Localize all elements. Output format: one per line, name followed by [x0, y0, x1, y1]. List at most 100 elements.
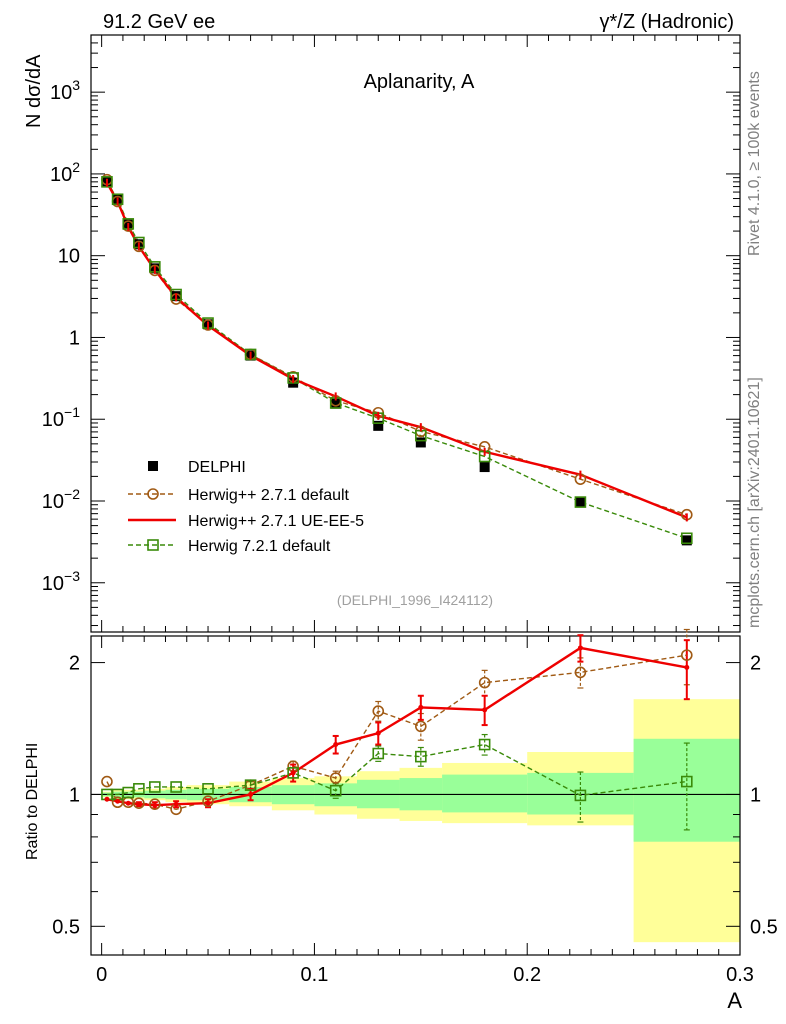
legend-entry-label: Herwig 7.2.1 default: [188, 538, 331, 555]
ratio-point-herwig72-default: [415, 750, 427, 763]
ratio-y-tick-label: 2: [69, 653, 80, 675]
tick-base: 10: [42, 491, 64, 513]
legend-marker-delphi: [148, 461, 158, 471]
y-axis-label-ratio: Ratio to DELPHI: [24, 743, 41, 860]
tick-exponent: −1: [64, 404, 80, 420]
ratio-point-herwig72-default: [478, 738, 491, 751]
ratio-point-herwigpp-ue-ee-5: [152, 802, 158, 808]
ratio-point-herwig72-default: [681, 775, 693, 788]
ratio-point-herwigpp-ue-ee-5: [333, 742, 339, 748]
legend-entry-label: Herwig++ 2.7.1 UE-EE-5: [188, 513, 364, 530]
x-tick-label: 0.1: [301, 964, 329, 986]
chart-title: Aplanarity, A: [364, 71, 475, 93]
ratio-point-herwigpp-ue-ee-5: [418, 704, 424, 710]
ratio-point-herwigpp-default: [478, 676, 491, 689]
ratio-uncertainty-bands: [91, 699, 740, 943]
ratio-y-tick-label-right: 1: [750, 784, 761, 806]
ratio-y-tick-label: 1: [69, 784, 80, 806]
legend-marker-herwigpp-default: [147, 488, 159, 500]
tick-exponent: −3: [64, 568, 80, 584]
ratio-point-herwig72-default: [372, 747, 385, 760]
tick-exponent: −2: [64, 486, 80, 502]
ratio-point-herwig72-default: [244, 779, 257, 791]
ratio-point-herwigpp-default: [329, 772, 342, 784]
ratio-point-herwigpp-ue-ee-5: [125, 800, 131, 806]
ratio-y-tick-label-right: 0.5: [750, 916, 778, 938]
legend: DELPHI Herwig++ 2.7.1 default Herwig++ 2.7…: [128, 459, 364, 555]
data-point-delphi: [330, 398, 341, 409]
ratio-point-herwigpp-default: [202, 795, 214, 808]
plot-frames: [90, 34, 741, 956]
chart-labels: 91.2 GeV ee γ*/Z (Hadronic) Aplanarity, …: [23, 11, 778, 1013]
data-point-delphi: [415, 437, 426, 448]
mcplots-source-label: mcplots.cern.ch [arXiv:2401.10621]: [746, 377, 763, 628]
ratio-point-herwigpp-ue-ee-5: [205, 800, 211, 806]
ratio-point-herwigpp-ue-ee-5: [290, 770, 296, 776]
ratio-point-herwigpp-default: [415, 720, 427, 733]
ratio-point-herwigpp-default: [101, 775, 113, 788]
ratio-point-herwigpp-ue-ee-5: [684, 664, 690, 670]
ratio-line-herwig72-default: [106, 743, 687, 797]
ratio-point-herwig72-default: [170, 781, 182, 793]
data-point-herwig72-default: [101, 176, 113, 188]
energy-label: 91.2 GeV ee: [103, 11, 215, 33]
ratio-point-herwigpp-ue-ee-5: [482, 707, 488, 713]
ratio-y-tick-label: 0.5: [52, 916, 80, 938]
data-point-herwig72-default: [574, 496, 587, 508]
ratio-point-herwig72-default: [329, 784, 342, 797]
y-tick-label: 1: [69, 327, 80, 349]
ratio-point-herwig72-default: [574, 789, 587, 802]
tick-base: 10: [50, 82, 72, 104]
tick-base: 10: [42, 573, 64, 595]
x-axis-label: A: [727, 988, 742, 1013]
data-point-delphi: [681, 535, 692, 546]
y-tick-label: 10: [58, 246, 80, 268]
y-axis-label-main: N dσ/dA: [23, 54, 45, 128]
ratio-point-herwigpp-ue-ee-5: [173, 801, 179, 807]
y-tick-label: 10−2: [42, 486, 80, 513]
ratio-point-herwigpp-default: [681, 649, 693, 661]
ratio-point-herwigpp-ue-ee-5: [115, 798, 121, 804]
series-line-herwig72-default: [106, 181, 688, 539]
ratio-point-herwig72-default: [287, 767, 299, 779]
ratio-plot-frame: [90, 635, 741, 956]
y-tick-label: 103: [50, 77, 80, 104]
x-tick-label: 0: [96, 964, 107, 986]
ratio-point-herwigpp-ue-ee-5: [577, 645, 583, 651]
ratio-point-herwigpp-ue-ee-5: [375, 730, 381, 736]
tick-exponent: 3: [72, 77, 80, 93]
data-point-delphi: [479, 462, 490, 473]
legend-entry-label: Herwig++ 2.7.1 default: [188, 487, 350, 504]
analysis-watermark: (DELPHI_1996_I424112): [337, 592, 493, 608]
tick-base: 10: [42, 409, 64, 431]
ratio-point-herwig72-default: [149, 781, 161, 793]
y-tick-label: 102: [50, 159, 80, 186]
ratio-point-herwig72-default: [133, 783, 145, 795]
ratio-point-herwigpp-ue-ee-5: [248, 791, 254, 797]
data-point-herwig72-default: [681, 532, 693, 545]
data-point-delphi: [373, 420, 384, 431]
ratio-point-herwigpp-ue-ee-5: [104, 796, 110, 802]
ratio-point-herwig72-default: [202, 783, 214, 795]
x-tick-label: 0.2: [513, 964, 541, 986]
chart-marks: [101, 173, 693, 831]
rivet-version-label: Rivet 4.1.0, ≥ 100k events: [746, 71, 763, 256]
y-tick-label: 10−1: [42, 404, 80, 431]
main-plot-frame: [90, 34, 741, 633]
ratio-y-tick-label-right: 2: [750, 653, 761, 675]
ratio-point-herwigpp-default: [574, 666, 587, 679]
ratio-point-herwigpp-default: [372, 705, 385, 717]
y-tick-label: 10−3: [42, 568, 80, 595]
legend-entry-label: DELPHI: [188, 459, 246, 476]
band-inner: [442, 774, 528, 813]
ratio-point-herwigpp-default: [149, 798, 161, 811]
tick-base: 10: [50, 164, 72, 186]
data-point-delphi: [575, 497, 586, 508]
ratio-point-herwigpp-default: [133, 797, 145, 810]
legend-marker-herwig72-default: [147, 539, 159, 551]
x-tick-label: 0.3: [726, 964, 754, 986]
ratio-point-herwigpp-ue-ee-5: [136, 801, 142, 807]
process-label: γ*/Z (Hadronic): [600, 11, 734, 33]
tick-exponent: 2: [72, 159, 80, 175]
